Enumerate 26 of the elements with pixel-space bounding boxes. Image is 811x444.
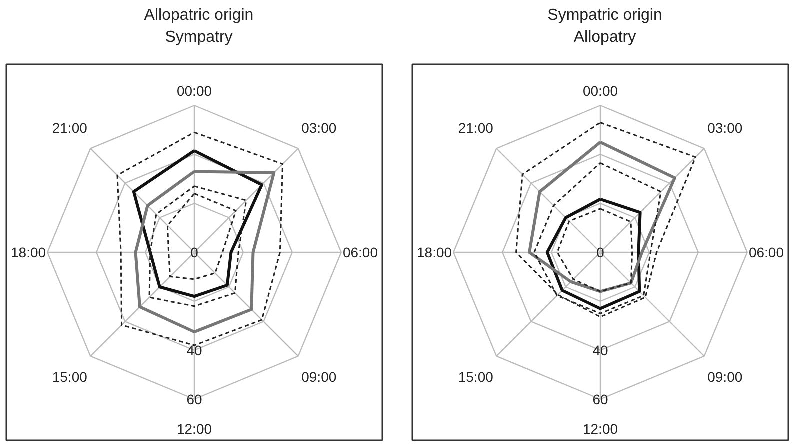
spoke-label: 15:00: [458, 369, 494, 386]
spoke-label: 21:00: [458, 120, 494, 136]
y-tick-label: 0: [190, 244, 199, 260]
spoke-label: 03:00: [708, 120, 743, 136]
y-tick-label: 40: [592, 342, 608, 358]
spoke-label: 15:00: [52, 369, 88, 386]
spoke-label: 06:00: [748, 244, 784, 260]
spoke-label: 12:00: [176, 420, 212, 437]
y-tick-label: 0: [596, 244, 605, 260]
spoke-label: 03:00: [302, 120, 337, 136]
chart-subtitle: Sympatry: [165, 29, 233, 46]
spoke-label: 18:00: [11, 244, 46, 260]
chart-subtitle: Allopatry: [574, 29, 636, 46]
spoke-label: 12:00: [582, 420, 618, 437]
chart-title: Sympatric origin: [548, 7, 662, 24]
y-tick-label: 40: [186, 342, 202, 358]
spoke-label: 09:00: [708, 369, 743, 386]
y-tick-label: 60: [186, 391, 202, 408]
spoke-label: 00:00: [582, 82, 618, 99]
spoke-label: 21:00: [52, 120, 88, 136]
spoke-label: 09:00: [302, 369, 337, 386]
y-tick-label: 60: [592, 391, 608, 408]
spoke-label: 00:00: [176, 82, 212, 99]
spoke-label: 06:00: [342, 244, 378, 260]
chart-title: Allopatric origin: [144, 7, 254, 24]
spoke-label: 18:00: [417, 244, 452, 260]
